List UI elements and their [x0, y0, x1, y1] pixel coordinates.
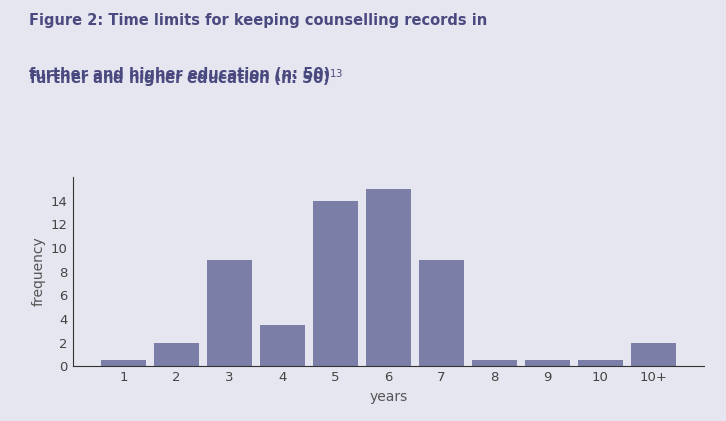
Y-axis label: frequency: frequency — [31, 237, 45, 306]
Bar — [260, 325, 305, 366]
Text: further and higher education (n: 50): further and higher education (n: 50) — [29, 67, 330, 83]
Text: Figure 2: Time limits for keeping counselling records in: Figure 2: Time limits for keeping counse… — [29, 13, 487, 28]
Bar — [419, 260, 464, 366]
X-axis label: years: years — [370, 390, 407, 404]
Bar — [472, 360, 517, 366]
Bar — [313, 200, 358, 366]
Bar — [154, 343, 199, 366]
Bar — [578, 360, 623, 366]
Bar — [630, 343, 675, 366]
Bar — [525, 360, 570, 366]
Bar — [366, 189, 411, 366]
Text: further and higher education (n: 50)$^{13}$: further and higher education (n: 50)$^{1… — [29, 67, 343, 89]
Bar — [102, 360, 147, 366]
Bar — [207, 260, 252, 366]
